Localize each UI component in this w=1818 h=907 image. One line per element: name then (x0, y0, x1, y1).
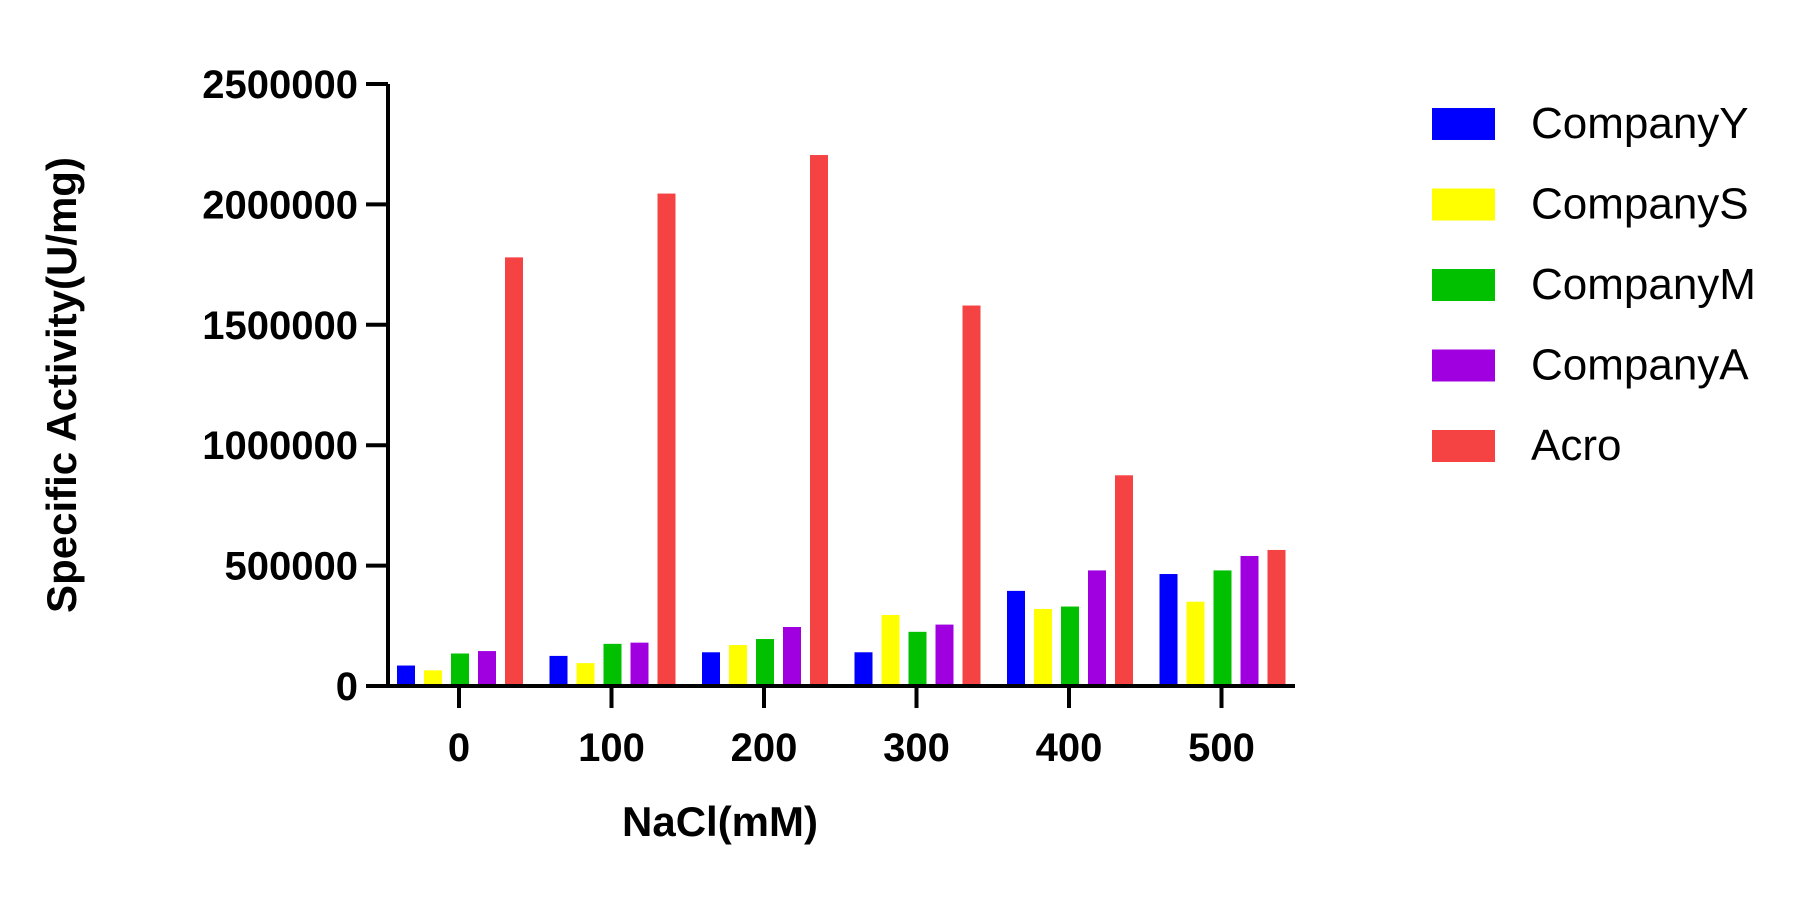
bar-acro-100 (657, 193, 676, 686)
legend-swatch-acro (1432, 430, 1495, 462)
legend-label-companyy: CompanyY (1531, 99, 1749, 148)
y-tick-label: 0 (336, 665, 358, 709)
x-tick-label: 100 (578, 726, 645, 770)
bar-acro-400 (1115, 475, 1133, 686)
bar-companyy-300 (854, 652, 873, 686)
x-tick-label: 400 (1036, 726, 1103, 770)
y-tick-label: 1000000 (202, 424, 358, 468)
bar-companys-400 (1034, 608, 1052, 686)
y-tick-label: 500000 (225, 545, 358, 589)
bar-companyy-0 (397, 665, 415, 686)
bar-companyy-500 (1159, 574, 1178, 686)
bar-companya-0 (478, 651, 496, 686)
legend-swatch-companya (1432, 349, 1495, 382)
x-tick-label: 0 (448, 726, 470, 770)
y-tick-label: 2500000 (202, 63, 358, 107)
bar-companys-500 (1186, 601, 1205, 686)
bar-acro-0 (505, 257, 523, 686)
bar-companym-500 (1213, 570, 1232, 686)
bar-companyy-200 (702, 652, 720, 686)
bar-companym-200 (756, 639, 774, 686)
legend: CompanyY CompanyS CompanyM CompanyA Acro (1432, 99, 1756, 470)
legend-label-companya: CompanyA (1531, 341, 1749, 390)
bar-companya-500 (1240, 555, 1259, 686)
bar-companym-0 (451, 653, 469, 686)
x-axis-label: NaCl(mM) (622, 798, 818, 845)
x-tick-label: 300 (883, 726, 950, 770)
bar-companym-300 (908, 631, 927, 686)
bar-companya-200 (783, 627, 801, 686)
legend-label-companym: CompanyM (1531, 260, 1756, 309)
x-axis: 0 100 200 300 400 500 (366, 684, 1295, 770)
bar-companyy-100 (549, 655, 568, 686)
bar-companys-200 (729, 645, 747, 686)
legend-swatch-companyy (1432, 108, 1495, 140)
legend-swatch-companys (1432, 188, 1495, 221)
bar-companym-400 (1061, 606, 1079, 686)
bar-acro-300 (962, 305, 981, 686)
bar-companys-100 (576, 663, 595, 686)
bar-companys-300 (881, 614, 900, 686)
x-tick-label: 500 (1188, 726, 1255, 770)
plot-area (397, 155, 1286, 686)
legend-swatch-companym (1432, 269, 1495, 301)
bar-companya-400 (1088, 570, 1106, 686)
x-tick-label: 200 (731, 726, 798, 770)
bar-companya-100 (630, 642, 649, 686)
bar-companya-300 (935, 624, 954, 686)
y-tick-label: 1500000 (202, 304, 358, 348)
bar-companys-0 (424, 670, 442, 686)
legend-label-acro: Acro (1531, 421, 1621, 470)
legend-label-companys: CompanyS (1531, 180, 1749, 229)
y-axis: 0 500000 1000000 1500000 2000000 2500000 (202, 63, 390, 709)
bar-acro-500 (1267, 549, 1286, 686)
bar-companyy-400 (1007, 590, 1025, 686)
y-axis-label: Specific Activity(U/mg) (38, 157, 85, 613)
y-tick-label: 2000000 (202, 183, 358, 227)
bar-companym-100 (603, 643, 622, 686)
bar-acro-200 (810, 155, 828, 686)
